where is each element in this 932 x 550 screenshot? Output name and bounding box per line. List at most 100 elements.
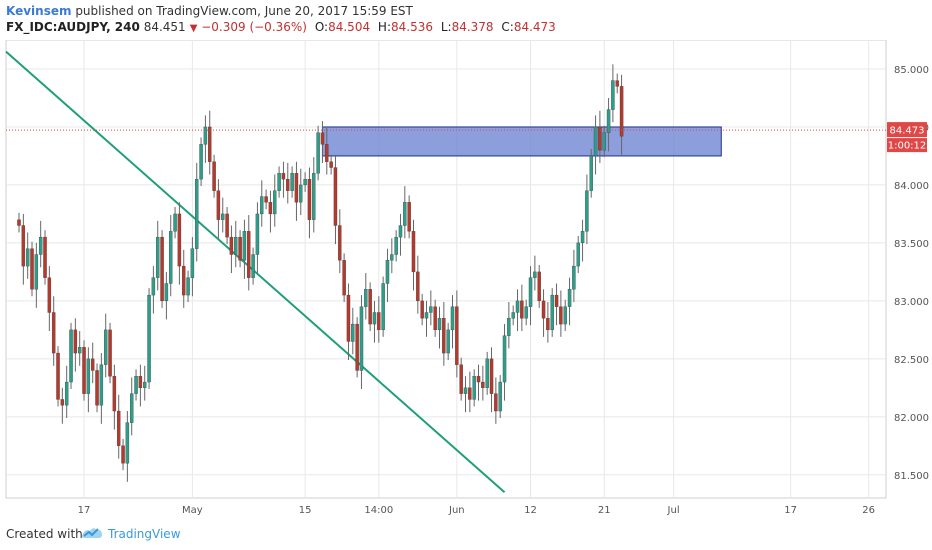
candle-body bbox=[17, 219, 21, 226]
price-change: −0.309 (−0.36%) bbox=[201, 20, 307, 34]
candle-body bbox=[156, 236, 160, 278]
candle-body bbox=[203, 126, 208, 145]
candle-body bbox=[294, 173, 299, 203]
candle-body bbox=[520, 300, 524, 319]
candle-body bbox=[437, 318, 442, 331]
candle-body bbox=[355, 323, 359, 371]
candle-body bbox=[333, 167, 338, 226]
candle-body bbox=[420, 300, 424, 319]
candle-body bbox=[186, 277, 190, 296]
candle-body bbox=[372, 312, 377, 325]
candle-body bbox=[546, 318, 550, 331]
candle-body bbox=[476, 376, 481, 383]
high-label: H: bbox=[377, 20, 391, 34]
candle-body bbox=[450, 306, 455, 331]
candle-body bbox=[177, 213, 182, 267]
x-tick-label: 14:00 bbox=[364, 505, 393, 516]
candle-body bbox=[320, 132, 325, 145]
candle-body bbox=[559, 306, 563, 325]
candle-body bbox=[173, 213, 177, 232]
open-label: O: bbox=[314, 20, 329, 34]
candle-body bbox=[589, 155, 593, 191]
candle-body bbox=[312, 173, 316, 220]
candle-body bbox=[528, 277, 533, 307]
candle-body bbox=[567, 289, 572, 307]
high-value: 84.536 bbox=[391, 20, 433, 34]
y-tick-label: 82.000 bbox=[894, 413, 929, 424]
candle-body bbox=[30, 248, 34, 290]
last-price: 84.451 bbox=[143, 20, 186, 34]
tradingview-brand[interactable]: TradingView bbox=[108, 527, 181, 541]
y-tick-label: 84.000 bbox=[894, 181, 929, 192]
candle-body bbox=[25, 248, 30, 267]
candle-body bbox=[264, 196, 268, 203]
candle-body bbox=[390, 254, 394, 261]
candle-body bbox=[381, 283, 385, 331]
x-tick-label: 26 bbox=[862, 505, 875, 516]
candle-body bbox=[489, 358, 494, 394]
candle-body bbox=[290, 173, 294, 191]
candle-body bbox=[515, 300, 520, 313]
candle-body bbox=[169, 231, 173, 284]
y-tick-label: 83.000 bbox=[894, 297, 929, 308]
price-badge-label: 84.473 bbox=[890, 126, 925, 137]
candle-body bbox=[69, 329, 73, 383]
ohlc-line: FX_IDC:AUDJPY, 240 84.451 ▼ −0.309 (−0.36… bbox=[6, 20, 556, 34]
candle-body bbox=[481, 381, 485, 388]
candle-body bbox=[125, 422, 130, 464]
candle-body bbox=[60, 399, 65, 406]
candle-body bbox=[99, 364, 104, 406]
candle-body bbox=[498, 381, 502, 412]
candle-body bbox=[182, 265, 186, 296]
candle-body bbox=[160, 236, 164, 302]
candle-body bbox=[225, 213, 229, 238]
candle-body bbox=[507, 318, 511, 336]
footer: Created with TradingView bbox=[0, 518, 932, 550]
candle-body bbox=[550, 294, 554, 331]
candle-body bbox=[611, 80, 615, 110]
candle-body bbox=[164, 283, 169, 302]
candle-body bbox=[56, 352, 60, 400]
candle-body bbox=[615, 80, 619, 87]
candle-body bbox=[424, 312, 429, 319]
candle-body bbox=[433, 306, 437, 331]
candle-body bbox=[238, 236, 242, 261]
symbol-label[interactable]: FX_IDC:AUDJPY, 240 bbox=[6, 20, 140, 34]
candle-body bbox=[260, 196, 264, 215]
candle-body bbox=[329, 161, 333, 168]
price-chart[interactable]: 85.00084.50084.00083.50083.00082.50082.0… bbox=[0, 40, 932, 518]
candle-body bbox=[82, 347, 86, 394]
candle-body bbox=[303, 178, 307, 186]
candle-body bbox=[273, 190, 277, 215]
candle-body bbox=[47, 277, 52, 313]
price-badge bbox=[887, 122, 927, 138]
candle-body bbox=[346, 294, 351, 342]
x-tick-label: 12 bbox=[524, 505, 537, 516]
author-link[interactable]: Kevinsem bbox=[6, 4, 72, 18]
candle-body bbox=[602, 132, 606, 151]
candle-body bbox=[593, 126, 598, 157]
open-value: 84.504 bbox=[328, 20, 371, 34]
candle-body bbox=[299, 184, 303, 203]
candle-body bbox=[377, 312, 381, 331]
candle-body bbox=[212, 161, 216, 191]
candle-body bbox=[351, 323, 355, 342]
candle-body bbox=[307, 178, 312, 220]
x-tick-label: 17 bbox=[784, 505, 797, 516]
candle-body bbox=[103, 329, 108, 365]
candle-body bbox=[221, 213, 225, 220]
candle-body bbox=[459, 364, 463, 394]
candle-body bbox=[86, 358, 91, 394]
candle-body bbox=[281, 173, 286, 180]
candle-body bbox=[73, 329, 78, 354]
candle-body bbox=[34, 254, 39, 290]
candle-body bbox=[485, 358, 489, 388]
x-tick-label: Jul bbox=[667, 505, 680, 516]
candle-body bbox=[429, 306, 433, 313]
candle-body bbox=[121, 445, 125, 464]
candle-body bbox=[38, 236, 43, 255]
x-tick-label: 17 bbox=[78, 505, 91, 516]
candle-body bbox=[598, 126, 602, 151]
candle-body bbox=[368, 289, 372, 325]
candle-body bbox=[455, 306, 459, 365]
